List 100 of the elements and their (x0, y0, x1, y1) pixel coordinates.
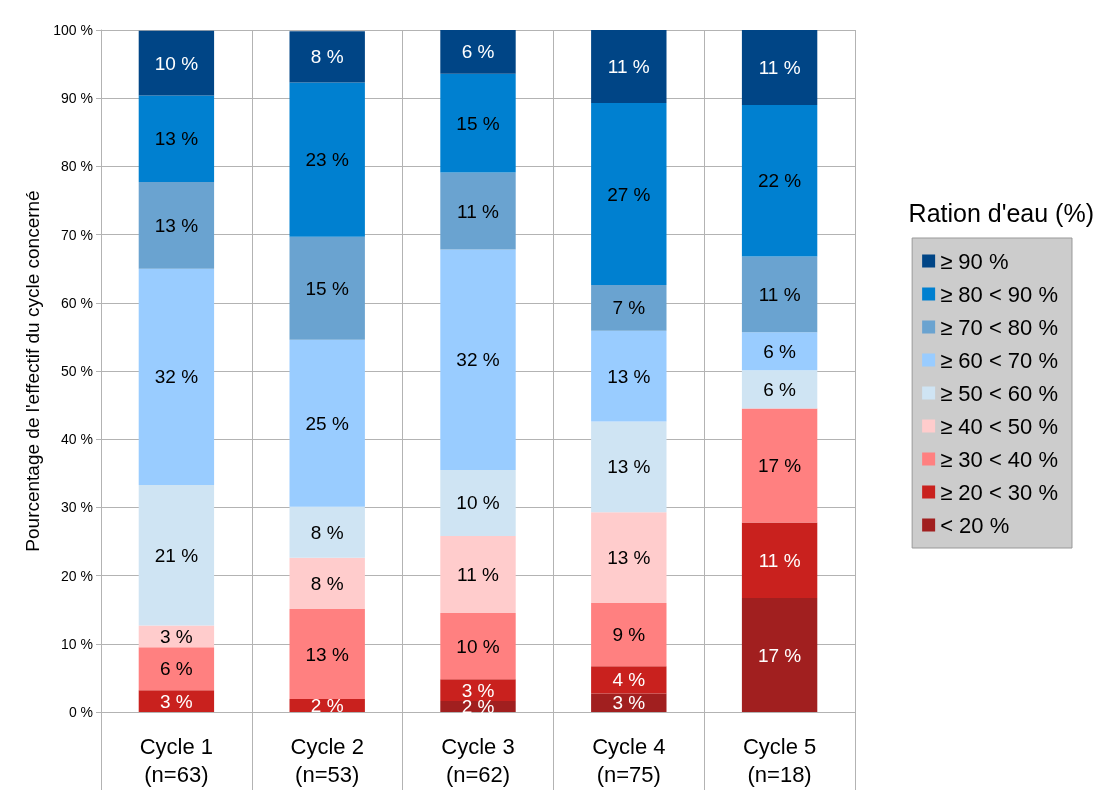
data-label: 11 % (457, 200, 500, 222)
data-label: 13 % (607, 365, 651, 387)
legend-label: ≥ 90 % (940, 248, 1009, 274)
bar (440, 73, 516, 173)
data-label: 3 % (160, 690, 193, 712)
bar (741, 105, 818, 257)
data-label: 15 % (456, 112, 500, 134)
bar (741, 256, 818, 333)
data-label: 22 % (757, 170, 802, 192)
legend-label: ≥ 40 < 50 % (940, 413, 1058, 439)
y-tick-label: 60 % (61, 294, 93, 311)
legend-label: ≥ 70 < 80 % (940, 314, 1058, 340)
bar (138, 647, 215, 691)
x-tick-label: Cycle 1 (n=63) (139, 733, 214, 787)
data-label: 17 % (757, 454, 802, 476)
data-label: 32 % (456, 349, 500, 371)
bar (591, 421, 667, 513)
data-label: 3 % (612, 692, 646, 714)
legend-title: Ration d'eau (%) (908, 198, 1095, 227)
bar (591, 285, 667, 331)
bar (741, 522, 818, 599)
data-label: 13 % (305, 643, 349, 665)
y-tick-label: 40 % (61, 431, 93, 448)
y-tick-label: 80 % (61, 158, 93, 175)
data-label: 8 % (310, 521, 344, 543)
y-tick-label: 90 % (61, 90, 93, 107)
bar (741, 370, 818, 409)
data-label: 4 % (612, 669, 646, 691)
bar (289, 236, 365, 340)
legend-label: ≥ 60 < 70 % (940, 347, 1058, 373)
x-tick-label: Cycle 5 (n=18) (742, 733, 817, 787)
data-label: 10 % (456, 635, 500, 657)
data-label: 10 % (154, 52, 199, 74)
bar (591, 30, 667, 103)
data-label: 11 % (457, 564, 500, 586)
bar (741, 30, 818, 106)
data-label: 11 % (607, 55, 650, 77)
x-tick-label: Cycle 3 (n=62) (441, 733, 515, 787)
y-tick-label: 70 % (61, 226, 93, 243)
data-label: 3 % (160, 625, 193, 647)
bar (138, 182, 215, 269)
bar (440, 249, 516, 470)
bar (741, 598, 818, 712)
bar (440, 30, 516, 74)
bar (591, 102, 667, 286)
bar (591, 666, 667, 694)
bar (591, 330, 667, 422)
bar (440, 172, 516, 250)
bar (289, 609, 365, 700)
bar (138, 268, 215, 485)
data-label: 11 % (758, 549, 801, 571)
legend-label: ≥ 80 < 90 % (940, 281, 1058, 307)
bar (741, 408, 818, 523)
y-tick-label: 0 % (68, 704, 93, 720)
data-label: 6 % (160, 658, 193, 680)
bar (289, 557, 365, 610)
data-label: 6 % (763, 340, 797, 362)
data-label: 13 % (154, 214, 199, 236)
bar (138, 95, 215, 183)
x-tick-label: Cycle 2 (n=53) (290, 733, 364, 787)
data-label: 7 % (612, 297, 646, 319)
y-tick-label: 30 % (61, 499, 93, 516)
data-label: 15 % (305, 277, 349, 299)
data-label: 27 % (607, 183, 651, 205)
x-tick-label: Cycle 4 (n=75) (592, 733, 666, 787)
bar (440, 469, 516, 537)
bar (741, 332, 818, 371)
legend-label: ≥ 20 < 30 % (940, 479, 1058, 505)
y-tick-label: 10 % (61, 635, 93, 652)
y-tick-label: 20 % (61, 567, 93, 584)
data-label: 23 % (305, 149, 349, 171)
data-label: 8 % (310, 46, 344, 68)
data-label: 17 % (757, 644, 802, 666)
data-label: 2 % (310, 695, 344, 717)
bar (289, 82, 365, 237)
data-label: 13 % (607, 456, 651, 478)
data-label: 6 % (763, 378, 797, 400)
bar (440, 536, 516, 614)
bar (440, 613, 516, 680)
data-label: 13 % (607, 547, 651, 569)
data-label: 10 % (456, 492, 500, 514)
bar (138, 30, 215, 96)
bar (289, 506, 365, 558)
legend-label: ≥ 50 < 60 % (940, 380, 1058, 406)
legend-label: ≥ 30 < 40 % (940, 446, 1058, 472)
data-label: 32 % (154, 366, 199, 388)
data-label: 9 % (612, 624, 646, 646)
y-tick-label: 100 % (53, 22, 93, 38)
bar (591, 512, 667, 603)
data-label: 6 % (461, 41, 495, 63)
y-tick-label: 50 % (61, 363, 93, 379)
data-label: 11 % (758, 57, 801, 79)
bar (591, 602, 667, 667)
bar (138, 484, 215, 626)
data-label: 8 % (310, 572, 344, 594)
bar (289, 31, 365, 83)
data-label: 13 % (154, 128, 199, 150)
data-label: 21 % (154, 544, 199, 566)
data-label: 25 % (305, 412, 349, 434)
bar (289, 339, 365, 507)
